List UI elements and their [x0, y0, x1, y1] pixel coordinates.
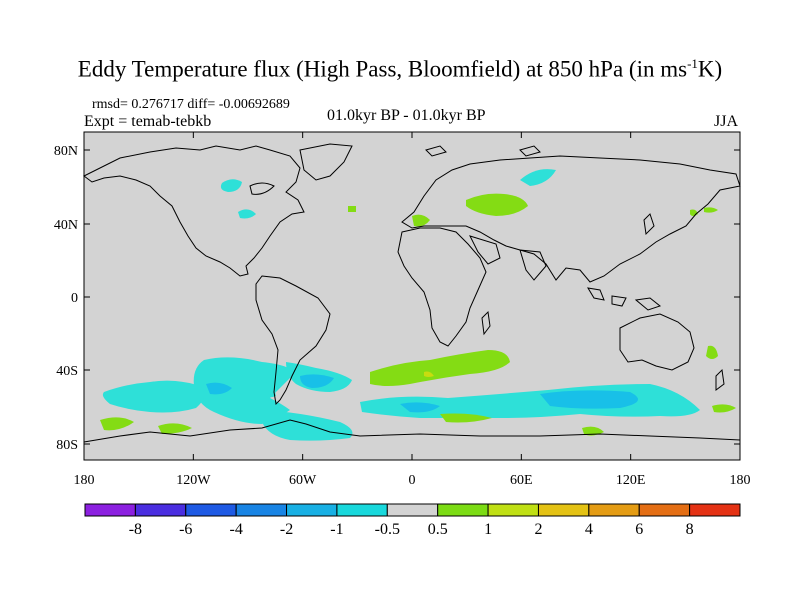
- colorbar-label: 1: [484, 521, 492, 538]
- lat-tick-label: 0: [71, 291, 78, 306]
- colorbar-label: -1: [330, 521, 343, 538]
- colorbar-label: 0.5: [428, 521, 448, 538]
- colorbar-bin: [134, 503, 187, 517]
- lat-tick-label: 80N: [54, 144, 78, 159]
- period-label: 01.0kyr BP - 01.0kyr BP: [327, 107, 486, 124]
- colorbar-label: -8: [129, 521, 142, 538]
- lon-tick-label: 0: [409, 473, 416, 488]
- lat-tick-label: 40N: [54, 218, 78, 233]
- colorbar-bin: [487, 503, 539, 517]
- colorbar-bin: [537, 503, 590, 517]
- colorbar-label: -4: [229, 521, 242, 538]
- lon-tick-label: 180: [730, 473, 751, 488]
- colorbar-label: 6: [635, 521, 643, 538]
- stats-line: rmsd= 0.276717 diff= -0.00692689: [92, 97, 290, 112]
- colorbar-labels: -8 -6 -4 -2 -1 -0.5 0.5 1 2 4 6 8: [129, 521, 694, 538]
- positive-anomaly-cores: [424, 371, 434, 377]
- lon-tick-label: 120W: [176, 473, 211, 488]
- colorbar-bin: [437, 503, 489, 517]
- colorbar-label: -2: [280, 521, 293, 538]
- colorbar-bin: [386, 503, 439, 517]
- colorbar-label: 2: [534, 521, 542, 538]
- lon-tick-label: 60W: [289, 473, 317, 488]
- lon-tick-label: 120E: [616, 473, 646, 488]
- colorbar-bin: [235, 503, 288, 517]
- positive-anomaly-regions: [100, 193, 736, 436]
- negative-anomaly-cores: [206, 374, 638, 413]
- colorbar-bin: [286, 503, 338, 517]
- axis-tick-labels: 80N 40N 0 40S 80S 180 120W 60W 0 60E 120E 180: [54, 144, 751, 488]
- season-label: JJA: [714, 113, 739, 130]
- colorbar-bin: [84, 503, 136, 517]
- axis-ticks: [83, 132, 741, 460]
- colorbar-bin: [588, 503, 640, 517]
- lat-tick-label: 40S: [56, 364, 78, 379]
- colorbar-bin: [638, 503, 691, 517]
- lon-tick-label: 60E: [510, 473, 533, 488]
- colorbar-label: -6: [179, 521, 192, 538]
- lon-tick-label: 180: [74, 473, 95, 488]
- lat-tick-label: 80S: [56, 438, 78, 453]
- experiment-label: Expt = temab-tebkb: [84, 113, 212, 130]
- colorbar-label: -0.5: [375, 521, 400, 538]
- colorbar-bin: [336, 503, 388, 517]
- colorbar: [84, 503, 741, 517]
- colorbar-bin: [689, 503, 741, 517]
- colorbar-label: 8: [686, 521, 694, 538]
- colorbar-bin: [185, 503, 237, 517]
- chart-title: Eddy Temperature flux (High Pass, Bloomf…: [77, 56, 723, 82]
- colorbar-label: 4: [585, 521, 593, 538]
- coastlines: [83, 143, 741, 443]
